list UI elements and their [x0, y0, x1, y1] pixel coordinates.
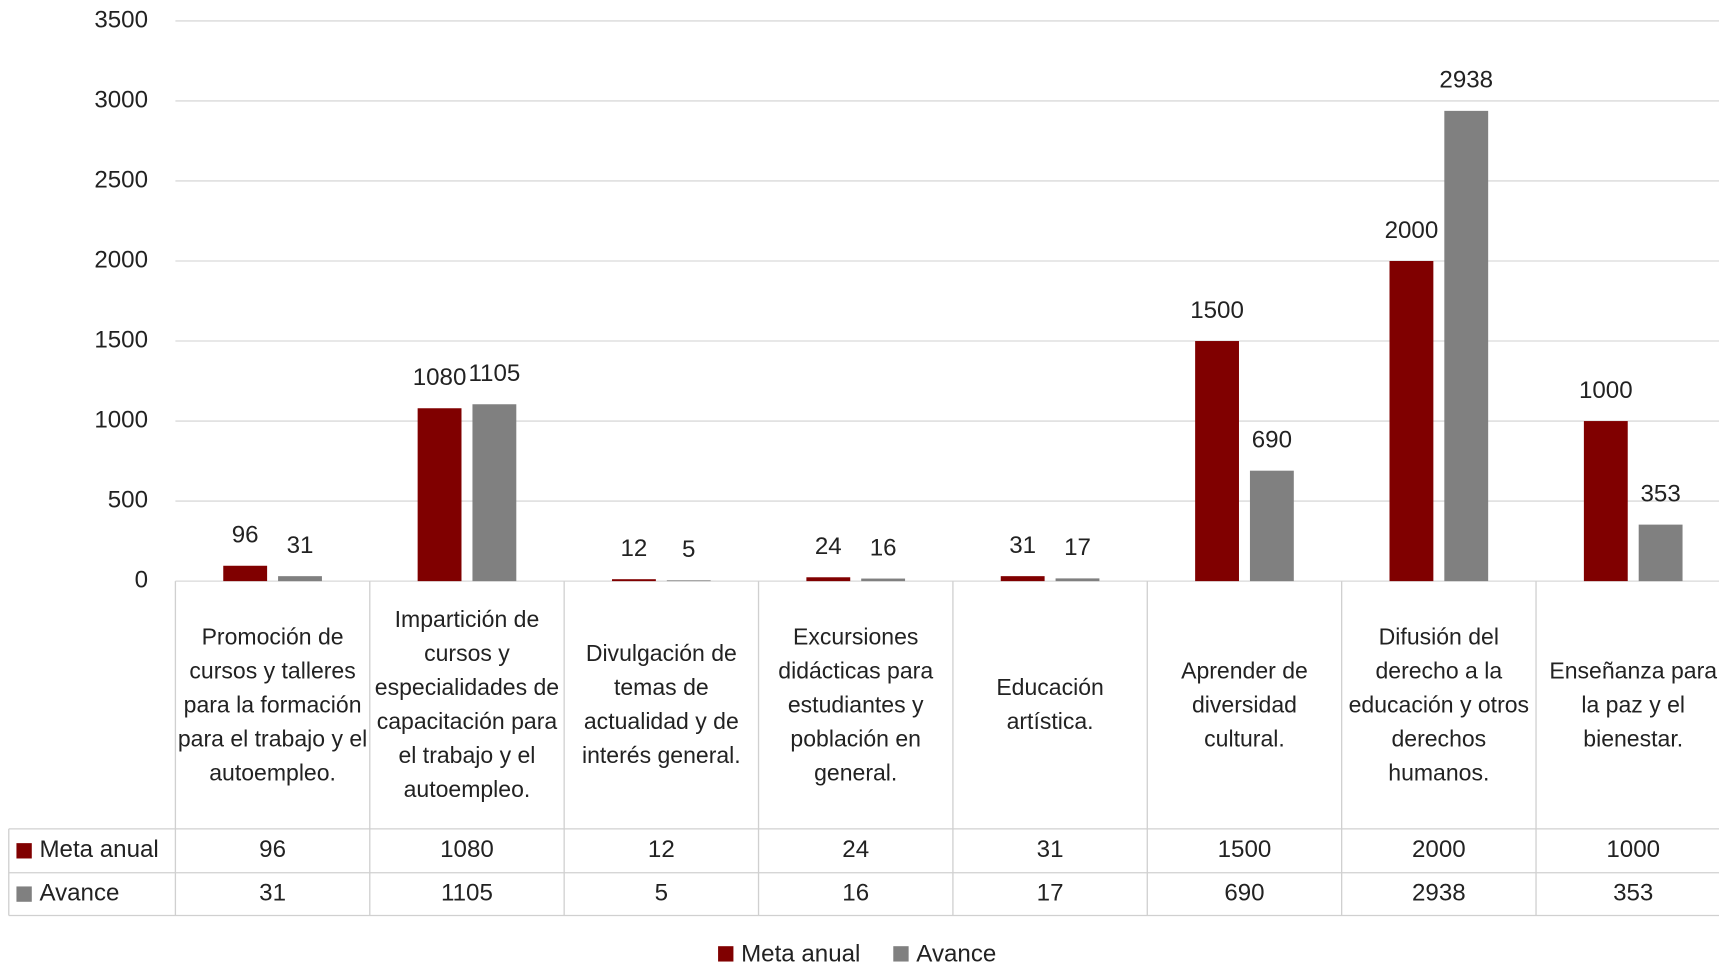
data-label: 96	[232, 522, 259, 549]
bar	[666, 580, 711, 582]
bar	[417, 408, 462, 582]
table-value: 31	[259, 879, 286, 906]
table-value: 690	[1224, 879, 1264, 906]
data-label: 1500	[1190, 297, 1244, 324]
x-tick-label: Educación artística.	[996, 675, 1104, 735]
x-tick-label: Difusión del derecho a la educación y ot…	[1348, 624, 1530, 786]
bar	[861, 578, 906, 582]
category-cell: Difusión del derecho a la educación y ot…	[1348, 624, 1530, 786]
bar	[1000, 576, 1045, 582]
data-label: 5	[682, 536, 695, 563]
table-value: 1105	[441, 879, 493, 906]
x-tick-label: Promoción de cursos y talleres para la f…	[177, 624, 368, 786]
legend-swatch	[16, 886, 32, 902]
x-tick-label: Excursiones didácticas para estudiantes …	[778, 624, 934, 786]
table-value: 12	[648, 836, 675, 863]
category-cell: Enseñanza para la paz y el bienestar.	[1549, 658, 1718, 752]
data-label: 353	[1641, 480, 1681, 507]
category-cell: Promoción de cursos y talleres para la f…	[177, 624, 368, 786]
data-label: 17	[1064, 534, 1091, 561]
y-tick-label: 2000	[94, 246, 148, 273]
bar	[1055, 578, 1100, 582]
table-value: 2938	[1412, 879, 1466, 906]
bar	[612, 579, 656, 582]
category-cell: Impartición de cursos y especialidades d…	[374, 607, 560, 803]
table-value: 1000	[1606, 836, 1660, 863]
table-value: 2000	[1412, 836, 1466, 863]
y-tick-label: 3000	[94, 86, 148, 113]
bar	[1389, 260, 1434, 582]
data-label: 31	[287, 532, 314, 559]
bar	[1638, 524, 1683, 582]
table-value: 353	[1613, 879, 1653, 906]
table-value: 17	[1037, 879, 1064, 906]
table-value: 16	[842, 879, 869, 906]
legend-swatch	[893, 946, 909, 962]
x-tick-label: Aprender de diversidad cultural.	[1181, 658, 1308, 752]
table-value: 24	[842, 836, 869, 863]
data-label: 16	[870, 534, 897, 561]
y-tick-label: 3500	[94, 6, 148, 33]
table-value: 5	[655, 879, 668, 906]
legend-swatch	[718, 946, 734, 962]
table-row-header: Meta anual	[39, 836, 158, 863]
bar	[278, 576, 322, 582]
table-row-header: Avance	[39, 879, 119, 906]
y-tick-label: 500	[108, 486, 148, 513]
y-tick-label: 0	[135, 566, 148, 593]
table-value: 96	[259, 836, 286, 863]
data-label: 1000	[1579, 377, 1633, 404]
table-value: 1500	[1218, 836, 1272, 863]
x-tick-label: Enseñanza para la paz y el bienestar.	[1549, 658, 1718, 752]
y-tick-label: 2500	[94, 166, 148, 193]
data-label: 2000	[1385, 217, 1439, 244]
data-label: 24	[815, 533, 842, 560]
data-label: 12	[621, 535, 648, 562]
table-value: 31	[1037, 836, 1064, 863]
category-cell: Excursiones didácticas para estudiantes …	[778, 624, 934, 786]
x-tick-label: Divulgación de temas de actualidad y de …	[581, 641, 741, 769]
bar	[806, 577, 851, 582]
bar	[1444, 110, 1489, 582]
category-cell: Divulgación de temas de actualidad y de …	[581, 641, 741, 769]
bar	[472, 404, 517, 582]
data-label: 1080	[413, 364, 467, 391]
bar	[223, 565, 268, 582]
y-tick-label: 1500	[94, 326, 148, 353]
data-label: 31	[1009, 532, 1036, 559]
data-label: 1105	[468, 360, 520, 387]
bar	[1249, 470, 1294, 582]
y-tick-label: 1000	[94, 406, 148, 433]
bar	[1583, 421, 1628, 582]
category-cell: Aprender de diversidad cultural.	[1181, 658, 1308, 752]
legend-label: Meta anual	[741, 940, 860, 966]
legend-label: Avance	[916, 940, 996, 966]
legend-swatch	[16, 843, 32, 859]
x-tick-label: Impartición de cursos y especialidades d…	[374, 607, 560, 803]
bar	[1195, 341, 1239, 582]
category-cell: Educación artística.	[996, 675, 1104, 735]
table-value: 1080	[440, 836, 494, 863]
data-label: 690	[1252, 426, 1292, 453]
data-label: 2938	[1439, 67, 1493, 94]
